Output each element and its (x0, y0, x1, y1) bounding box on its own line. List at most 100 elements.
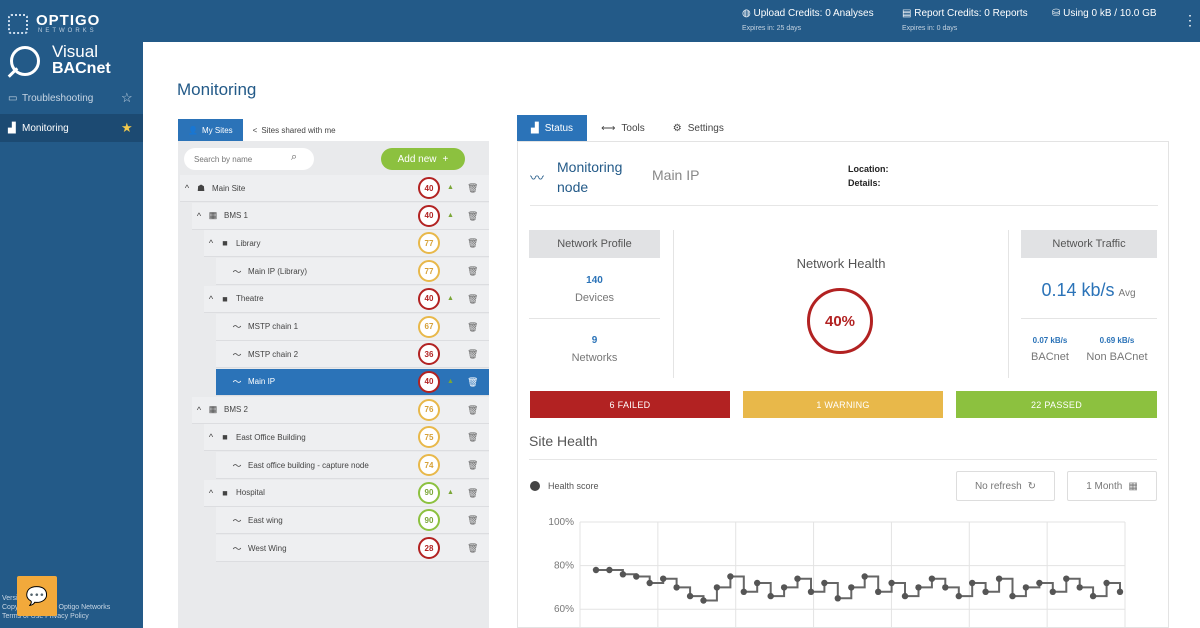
data-point (1009, 592, 1016, 600)
passed-checks-bar[interactable]: 22 PASSED (956, 391, 1157, 418)
search-input[interactable] (184, 148, 314, 170)
node-icon: 〜 (232, 266, 242, 277)
delete-icon[interactable]: 🗑 (467, 404, 479, 415)
tree-row[interactable]: 〜 MSTP chain 1 (216, 313, 489, 341)
tab-settings[interactable]: ⚙ Settings (672, 122, 724, 134)
star-filled-icon[interactable]: ★ (121, 120, 133, 135)
star-outline-icon[interactable]: ☆ (121, 90, 133, 105)
refresh-select[interactable]: No refresh ↻ (956, 471, 1055, 501)
tools-icon: ⟷ (601, 122, 616, 134)
data-point (1089, 592, 1097, 600)
tree-row[interactable]: 〜 East wing (216, 507, 489, 535)
tab-shared-sites[interactable]: < Sites shared with me (252, 125, 336, 135)
document-icon: ▤ (902, 8, 912, 19)
data-point (1049, 588, 1056, 595)
delete-icon[interactable]: 🗑 (467, 321, 479, 332)
chevron-up-icon[interactable]: ^ (196, 210, 202, 221)
sidebar-item-monitoring[interactable]: ▟ Monitoring ★ (0, 114, 143, 142)
delete-icon[interactable]: 🗑 (467, 238, 479, 249)
delete-icon[interactable]: 🗑 (467, 543, 479, 554)
data-point (740, 588, 747, 595)
chart-legend[interactable]: Health score (530, 481, 599, 491)
health-score-badge: 77 (418, 260, 440, 283)
tree-row-label: Hospital (236, 488, 265, 498)
delete-icon[interactable]: 🗑 (467, 183, 479, 193)
top-bar: ◍ Upload Credits: 0 Analyses Expires in:… (0, 0, 1200, 42)
data-point (727, 573, 734, 580)
node-icon: 〜 (232, 349, 242, 360)
chevron-up-icon[interactable]: ^ (208, 238, 214, 249)
delete-icon[interactable]: 🗑 (467, 487, 479, 498)
tree-row[interactable]: 〜 MSTP chain 2 (216, 341, 489, 369)
tree-row[interactable]: ^ ■ Library (204, 230, 489, 258)
delete-icon[interactable]: 🗑 (467, 376, 479, 387)
delete-icon[interactable]: 🗑 (467, 432, 479, 443)
delete-icon[interactable]: 🗑 (467, 210, 479, 221)
logo: OPTIGO NETWORKS Visual BACnet (8, 10, 138, 80)
tree-row[interactable]: ^ ▦ BMS 2 (192, 396, 489, 424)
tree-row-label: East wing (248, 515, 283, 525)
data-point (673, 584, 680, 591)
delete-icon[interactable]: 🗑 (467, 266, 479, 277)
delete-icon[interactable]: 🗑 (467, 460, 479, 470)
tab-my-sites[interactable]: 👤 My Sites (178, 119, 243, 141)
trend-up-icon: ▲ (447, 488, 454, 496)
data-point (1076, 584, 1083, 591)
range-select[interactable]: 1 Month ▦ (1067, 471, 1157, 501)
data-point (660, 575, 667, 582)
search-icon[interactable]: ⌕ (291, 151, 298, 163)
tab-status[interactable]: ▟ Status (517, 115, 588, 141)
health-score-badge: 90 (418, 509, 440, 532)
folder-icon: ■ (222, 487, 228, 498)
data-point (861, 573, 868, 580)
chevron-up-icon[interactable]: ^ (208, 487, 214, 498)
delete-icon[interactable]: 🗑 (467, 515, 479, 526)
health-score-badge: 28 (418, 537, 440, 560)
node-icon: 〜 (232, 543, 242, 554)
tree-row[interactable]: 〜 East office building - capture node (216, 452, 489, 479)
data-point (834, 595, 841, 602)
tree-row[interactable]: 〜 West Wing (216, 535, 489, 563)
tab-tools[interactable]: ⟷ Tools (601, 122, 645, 134)
sidebar: OPTIGO NETWORKS Visual BACnet ▭ Troubles… (0, 0, 143, 628)
chevron-up-icon[interactable]: ^ (184, 183, 190, 193)
delete-icon[interactable]: 🗑 (467, 349, 479, 360)
site-health-chart: 100% 80% 60% (548, 517, 1126, 628)
refresh-icon: ↻ (1027, 480, 1037, 492)
data-point (646, 579, 653, 587)
data-point (754, 579, 761, 587)
tree-tabs: 👤 My Sites < Sites shared with me (178, 119, 346, 141)
add-new-button[interactable]: Add new + (381, 148, 465, 170)
data-point (794, 575, 801, 582)
chat-button[interactable]: 💬 (17, 576, 57, 616)
network-profile-header: Network Profile (529, 230, 660, 258)
data-point (1116, 588, 1124, 595)
tree-row[interactable]: ^ ■ Hospital (204, 479, 489, 507)
tree-row[interactable]: 〜 Main IP (Library) (216, 258, 489, 286)
chevron-up-icon[interactable]: ^ (208, 432, 214, 443)
data-point (942, 584, 949, 591)
tree-row[interactable]: ^ ■ Theatre (204, 285, 489, 313)
tree-row[interactable]: ^ ☗ Main Site (180, 175, 489, 202)
network-health-gauge: 40% (807, 288, 873, 354)
data-point (1022, 584, 1030, 591)
magnifier-icon (10, 46, 40, 76)
delete-icon[interactable]: 🗑 (467, 293, 479, 304)
divider (1008, 230, 1009, 378)
tree-row[interactable]: ^ ■ East Office Building (204, 424, 489, 452)
sidebar-item-troubleshooting[interactable]: ▭ Troubleshooting ☆ (0, 84, 143, 112)
menu-icon[interactable]: ⋮ (1183, 12, 1197, 28)
data-point (915, 584, 922, 591)
tree-row-label: Main IP (Library) (248, 266, 307, 276)
tree-row[interactable]: ^ ▦ BMS 1 (192, 202, 489, 230)
warning-checks-bar[interactable]: 1 WARNING (743, 391, 943, 418)
chevron-up-icon[interactable]: ^ (208, 293, 214, 304)
data-point (1063, 575, 1070, 582)
bacnet-traffic: 0.07 kB/s BACnet (1031, 336, 1069, 363)
failed-checks-bar[interactable]: 6 FAILED (530, 391, 730, 418)
chevron-up-icon[interactable]: ^ (196, 404, 202, 415)
node-location: Location: Details: (848, 164, 889, 188)
site-health-title: Site Health (529, 433, 598, 449)
tree-row[interactable]: 〜 Main IP (216, 368, 489, 396)
tree-row-label: East office building - capture node (248, 460, 369, 470)
